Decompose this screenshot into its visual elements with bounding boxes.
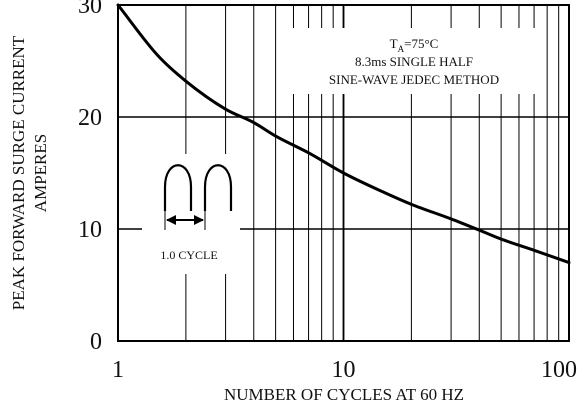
x-tick-label: 10 bbox=[332, 357, 356, 383]
y-axis-title-line-2: AMPERES bbox=[31, 134, 50, 212]
ta-rest: =75°C bbox=[404, 36, 438, 51]
half-sine-pulse-1 bbox=[163, 164, 193, 211]
cycle-illustration-background bbox=[142, 154, 240, 274]
pulse-width-note: 8.3ms SINGLE HALF bbox=[355, 54, 473, 69]
y-tick-label: 0 bbox=[90, 329, 102, 355]
method-note: SINE-WAVE JEDEC METHOD bbox=[329, 72, 499, 87]
conditions-note: TA=75°C 8.3ms SINGLE HALF SINE-WAVE JEDE… bbox=[292, 28, 538, 94]
x-tick-labels: 1 10 100 bbox=[112, 357, 577, 383]
half-sine-pulse-2 bbox=[203, 164, 233, 211]
cycle-illustration: 1.0 CYCLE bbox=[142, 154, 240, 274]
ta-main: T bbox=[390, 36, 398, 51]
x-tick-label: 100 bbox=[541, 357, 577, 383]
cycle-arrow-left bbox=[166, 215, 176, 225]
x-axis-title: NUMBER OF CYCLES AT 60 HZ bbox=[224, 385, 464, 404]
note-background bbox=[292, 28, 538, 94]
y-axis-title-line-1: PEAK FORWARD SURGE CURRENT bbox=[9, 35, 28, 310]
y-tick-label: 30 bbox=[78, 0, 102, 19]
x-tick-label: 1 bbox=[112, 357, 124, 383]
cycle-arrow-right bbox=[194, 215, 204, 225]
y-tick-label: 20 bbox=[78, 105, 102, 131]
y-tick-labels: 0 10 20 30 bbox=[78, 0, 102, 355]
surge-current-curve bbox=[116, 3, 571, 265]
ta-sub: A bbox=[398, 44, 405, 54]
ambient-temp-note: TA=75°C bbox=[390, 36, 439, 54]
y-tick-label: 10 bbox=[78, 217, 102, 243]
cycle-label: 1.0 CYCLE bbox=[160, 248, 217, 262]
